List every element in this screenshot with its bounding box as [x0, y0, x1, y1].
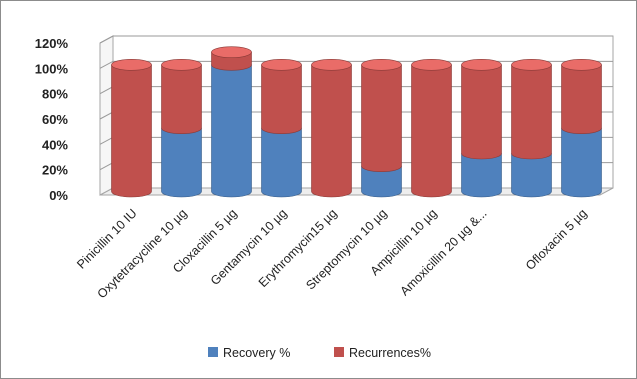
bar-segment-recurrences: [361, 64, 402, 172]
bar-segment-recurrences: [311, 64, 352, 198]
bar-top-cap: [361, 59, 402, 71]
x-tick-label: Oxytetracycline 10 µg: [95, 206, 190, 301]
bar-top-cap: [511, 59, 552, 71]
y-tick-label: 80%: [42, 87, 68, 102]
legend-swatch-recovery: [208, 347, 218, 357]
y-axis-ticks: 0% 20% 40% 60% 80% 100% 120%: [35, 36, 69, 203]
legend-label-recovery: Recovery %: [223, 346, 290, 360]
gridline: [99, 35, 613, 44]
bar-top-cap: [461, 59, 502, 71]
legend-label-recurrences: Recurrences%: [349, 346, 431, 360]
y-tick-label: 60%: [42, 112, 68, 127]
bar-top-cap: [561, 59, 602, 71]
bar-segment-recovery: [261, 127, 302, 198]
x-tick-label: Ofloxacin 5 µg: [523, 206, 590, 273]
bar-top-cap: [411, 59, 452, 71]
bar-segment-recurrences: [261, 64, 302, 134]
legend-swatch-recurrences: [334, 347, 344, 357]
bar-segment-recurrences: [161, 64, 202, 134]
bar-top-cap: [311, 59, 352, 71]
bars: [111, 46, 602, 198]
bar-segment-recurrences: [461, 64, 502, 160]
bar-segment-recovery: [561, 127, 602, 198]
bar-top-cap: [211, 46, 252, 58]
y-tick-label: 100%: [35, 61, 69, 76]
y-tick-label: 120%: [35, 36, 69, 51]
bar-segment-recovery: [211, 64, 252, 198]
legend: Recovery % Recurrences%: [208, 346, 431, 360]
x-tick-label: Amoxicillin 20 µg &...: [397, 206, 489, 298]
bar-segment-recurrences: [511, 64, 552, 160]
bar-top-cap: [161, 59, 202, 71]
bar-segment-recurrences: [411, 64, 452, 198]
bar-segment-recovery: [361, 165, 402, 198]
y-tick-label: 40%: [42, 137, 68, 152]
bar-segment-recovery: [461, 153, 502, 198]
y-tick-label: 20%: [42, 163, 68, 178]
bar-top-cap: [111, 59, 152, 71]
bar-top-cap: [261, 59, 302, 71]
y-tick-label: 0%: [49, 188, 68, 203]
bar-segment-recurrences: [561, 64, 602, 134]
bar-segment-recovery: [161, 127, 202, 198]
bar-segment-recovery: [511, 153, 552, 198]
bar-segment-recurrences: [111, 64, 152, 198]
